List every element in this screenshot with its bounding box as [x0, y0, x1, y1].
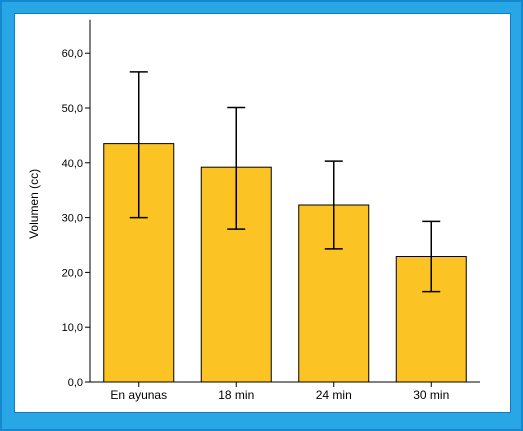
y-tick-label: 20,0 [62, 267, 83, 279]
y-tick-label: 60,0 [62, 48, 83, 60]
y-ticks: 0,0 10,0 20,0 30,0 40,0 50,0 60,0 [62, 48, 90, 389]
bars [103, 143, 467, 383]
x-tick-label: 18 min [218, 388, 254, 402]
x-tick-label: En ayunas [110, 388, 167, 402]
error-bars [129, 71, 441, 293]
y-tick-label: 0,0 [68, 377, 83, 389]
y-tick-label: 10,0 [62, 322, 83, 334]
y-tick-label: 30,0 [62, 213, 83, 225]
x-ticks: En ayunas 18 min 24 min 30 min [110, 382, 449, 402]
x-tick-label: 24 min [316, 388, 352, 402]
y-tick-label: 40,0 [62, 158, 83, 170]
error-bar [129, 71, 148, 219]
error-bar [422, 220, 441, 293]
error-bar [227, 106, 246, 230]
x-tick-label: 30 min [413, 388, 449, 402]
error-bar [324, 160, 343, 250]
y-axis-label: Volumen (cc) [27, 169, 41, 239]
y-tick-label: 50,0 [62, 103, 83, 115]
